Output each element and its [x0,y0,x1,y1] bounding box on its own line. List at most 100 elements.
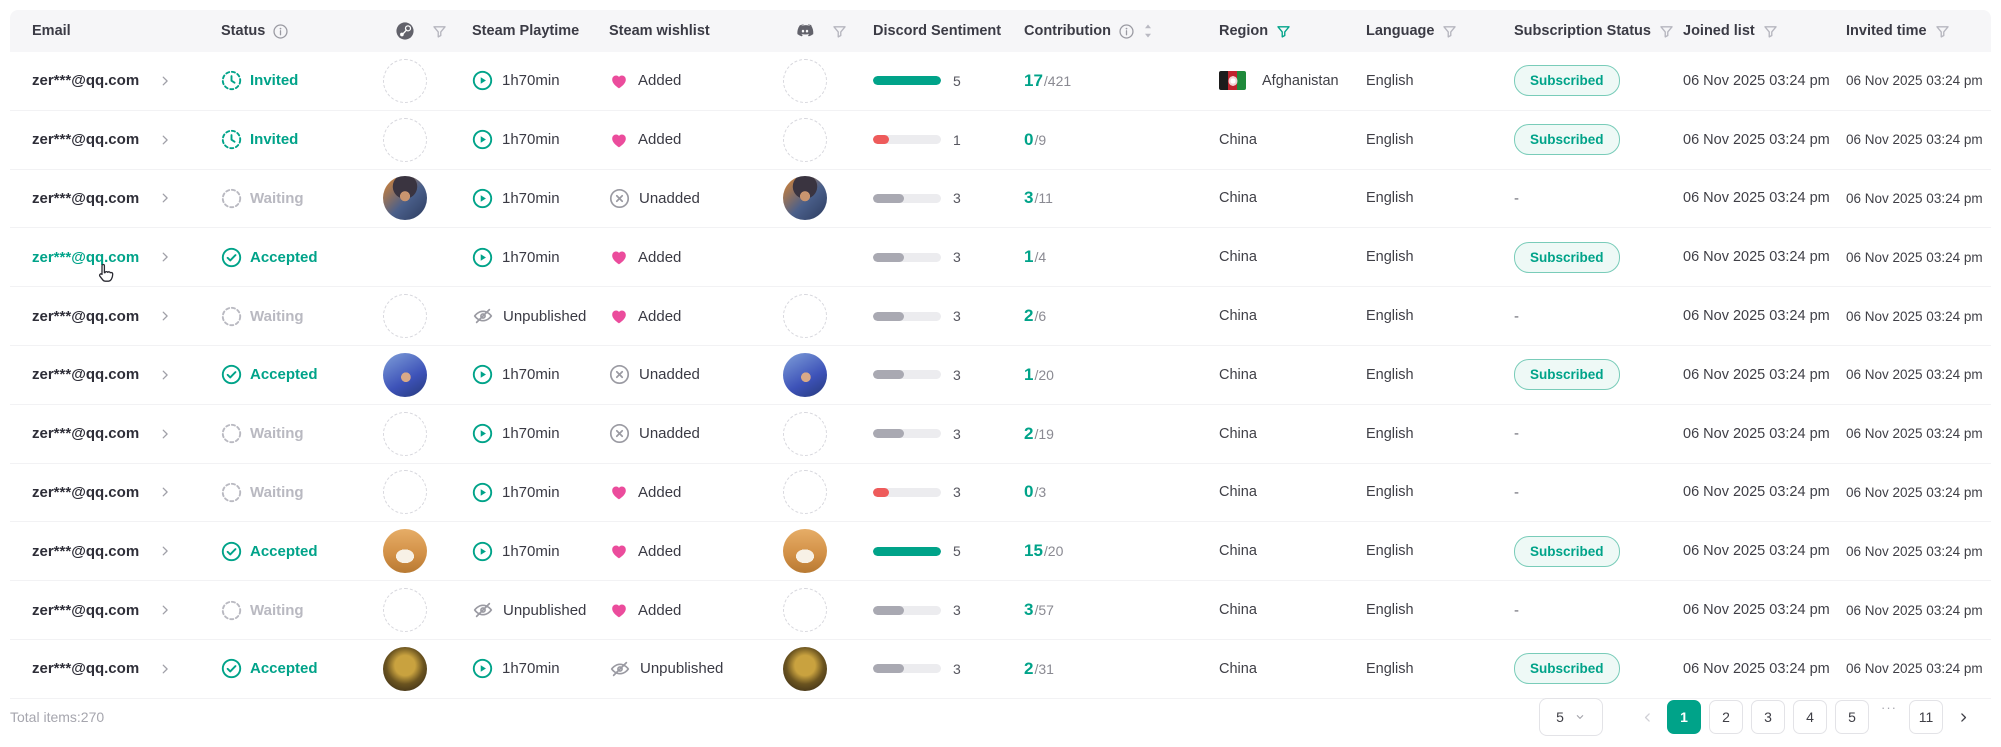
page-button-1[interactable]: 1 [1667,700,1701,734]
eye-slash-icon [609,658,631,680]
info-icon[interactable] [272,23,289,40]
column-label: Steam wishlist [609,23,710,39]
expand-chevron-icon[interactable] [158,250,172,264]
heart-icon [609,306,629,326]
expand-chevron-icon[interactable] [158,309,172,323]
column-header-joined-list: Joined list [1683,23,1846,40]
expand-chevron-icon[interactable] [158,485,172,499]
email-text[interactable]: zer***@qq.com [32,366,140,384]
sentiment-value: 5 [953,543,961,560]
discord-avatar [783,235,827,279]
steam-icon [395,21,415,41]
page-button-11[interactable]: 11 [1909,700,1943,734]
sentiment-bar [873,311,941,321]
prev-page-button[interactable] [1635,700,1659,734]
column-label: Discord Sentiment [873,23,1002,39]
page-size-select[interactable]: 5 [1539,698,1603,736]
page-button-2[interactable]: 2 [1709,700,1743,734]
filter-icon[interactable] [831,23,848,40]
sentiment-value: 3 [953,366,961,383]
contribution-value: 2 [1024,658,1034,678]
expand-chevron-icon[interactable] [158,191,172,205]
region-name: China [1219,190,1257,207]
steam-avatar [383,470,427,515]
sorter-icon[interactable] [1142,21,1154,41]
waiting-circle-icon [221,306,242,327]
subscription-dash: - [1514,307,1519,325]
table-footer: Total items:270 5 1 2 3 4 5 ··· 11 [10,694,1991,740]
page-button-3[interactable]: 3 [1751,700,1785,734]
total-items-label: Total items:270 [10,709,105,725]
email-text[interactable]: zer***@qq.com [32,72,140,90]
table-row: zer***@qq.com Invited 1h70min Added 5 17… [10,52,1991,111]
expand-chevron-icon[interactable] [158,74,172,88]
page-ellipsis[interactable]: ··· [1881,700,1897,715]
sentiment-value: 3 [953,602,961,619]
page-size-value: 5 [1556,709,1564,725]
sentiment-value: 3 [953,425,961,442]
email-text[interactable]: zer***@qq.com [32,425,140,443]
expand-chevron-icon[interactable] [158,603,172,617]
heart-icon [609,600,629,620]
email-text[interactable]: zer***@qq.com [32,542,140,560]
heart-icon [609,71,629,91]
steam-avatar [383,352,427,397]
next-page-button[interactable] [1951,700,1975,734]
email-text[interactable]: zer***@qq.com [32,307,140,325]
sentiment-bar [873,487,941,497]
subscription-badge: Subscribed [1514,535,1620,567]
invited-date: 06 Nov 2025 03:24 pm [1846,73,1983,89]
contribution-total: /57 [1034,602,1054,619]
invited-date: 06 Nov 2025 03:24 pm [1846,190,1983,206]
email-text[interactable]: zer***@qq.com [32,248,140,266]
email-text[interactable]: zer***@qq.com [32,601,140,619]
members-table: Email Status Steam Playtime Steam wishli… [10,10,1991,699]
wishlist-label: Added [638,307,682,325]
page-button-5[interactable]: 5 [1835,700,1869,734]
email-text[interactable]: zer***@qq.com [32,189,140,207]
invited-date: 06 Nov 2025 03:24 pm [1846,132,1983,148]
subscription-cell: Subscribed [1514,65,1683,97]
expand-chevron-icon[interactable] [158,427,172,441]
sentiment-bar [873,252,941,262]
chevron-right-icon [1960,712,1966,722]
table-row: zer***@qq.com Waiting 1h70min Unadded 3 … [10,169,1991,229]
expand-chevron-icon[interactable] [158,662,172,676]
expand-chevron-icon[interactable] [158,368,172,382]
filter-icon[interactable] [1934,23,1951,40]
region-name: China [1219,131,1257,148]
sentiment-bar-fill [873,311,905,321]
subscription-cell: Subscribed [1514,359,1683,391]
info-icon[interactable] [1118,23,1135,40]
discord-avatar [783,529,827,574]
sentiment-bar [873,370,941,380]
region-name: China [1219,366,1257,383]
play-circle-icon [472,70,493,91]
sentiment-bar [873,664,941,674]
column-label: Status [221,23,266,39]
joined-date: 06 Nov 2025 03:24 pm [1683,190,1830,207]
steam-avatar [383,294,427,339]
joined-date: 06 Nov 2025 03:24 pm [1683,249,1830,266]
language-label: English [1366,72,1414,89]
contribution-total: /11 [1034,190,1053,207]
email-text[interactable]: zer***@qq.com [32,483,140,501]
waiting-circle-icon [221,482,242,503]
filter-icon[interactable] [431,23,448,40]
filter-icon[interactable] [1275,23,1292,40]
sentiment-value: 3 [953,190,961,207]
pagination: 5 1 2 3 4 5 ··· 11 [1539,698,1991,736]
sentiment-bar-fill [873,429,905,439]
filter-icon[interactable] [1762,23,1779,40]
email-text[interactable]: zer***@qq.com [32,131,140,149]
filter-icon[interactable] [1658,23,1675,40]
expand-chevron-icon[interactable] [158,133,172,147]
column-label: Subscription Status [1514,23,1651,39]
page-button-4[interactable]: 4 [1793,700,1827,734]
wishlist-label: Added [638,131,682,149]
subscription-cell: Subscribed [1514,535,1683,567]
expand-chevron-icon[interactable] [158,544,172,558]
table-row: zer***@qq.com Accepted 1h70min Unadded 3… [10,345,1991,405]
email-text[interactable]: zer***@qq.com [32,660,140,678]
filter-icon[interactable] [1441,23,1458,40]
